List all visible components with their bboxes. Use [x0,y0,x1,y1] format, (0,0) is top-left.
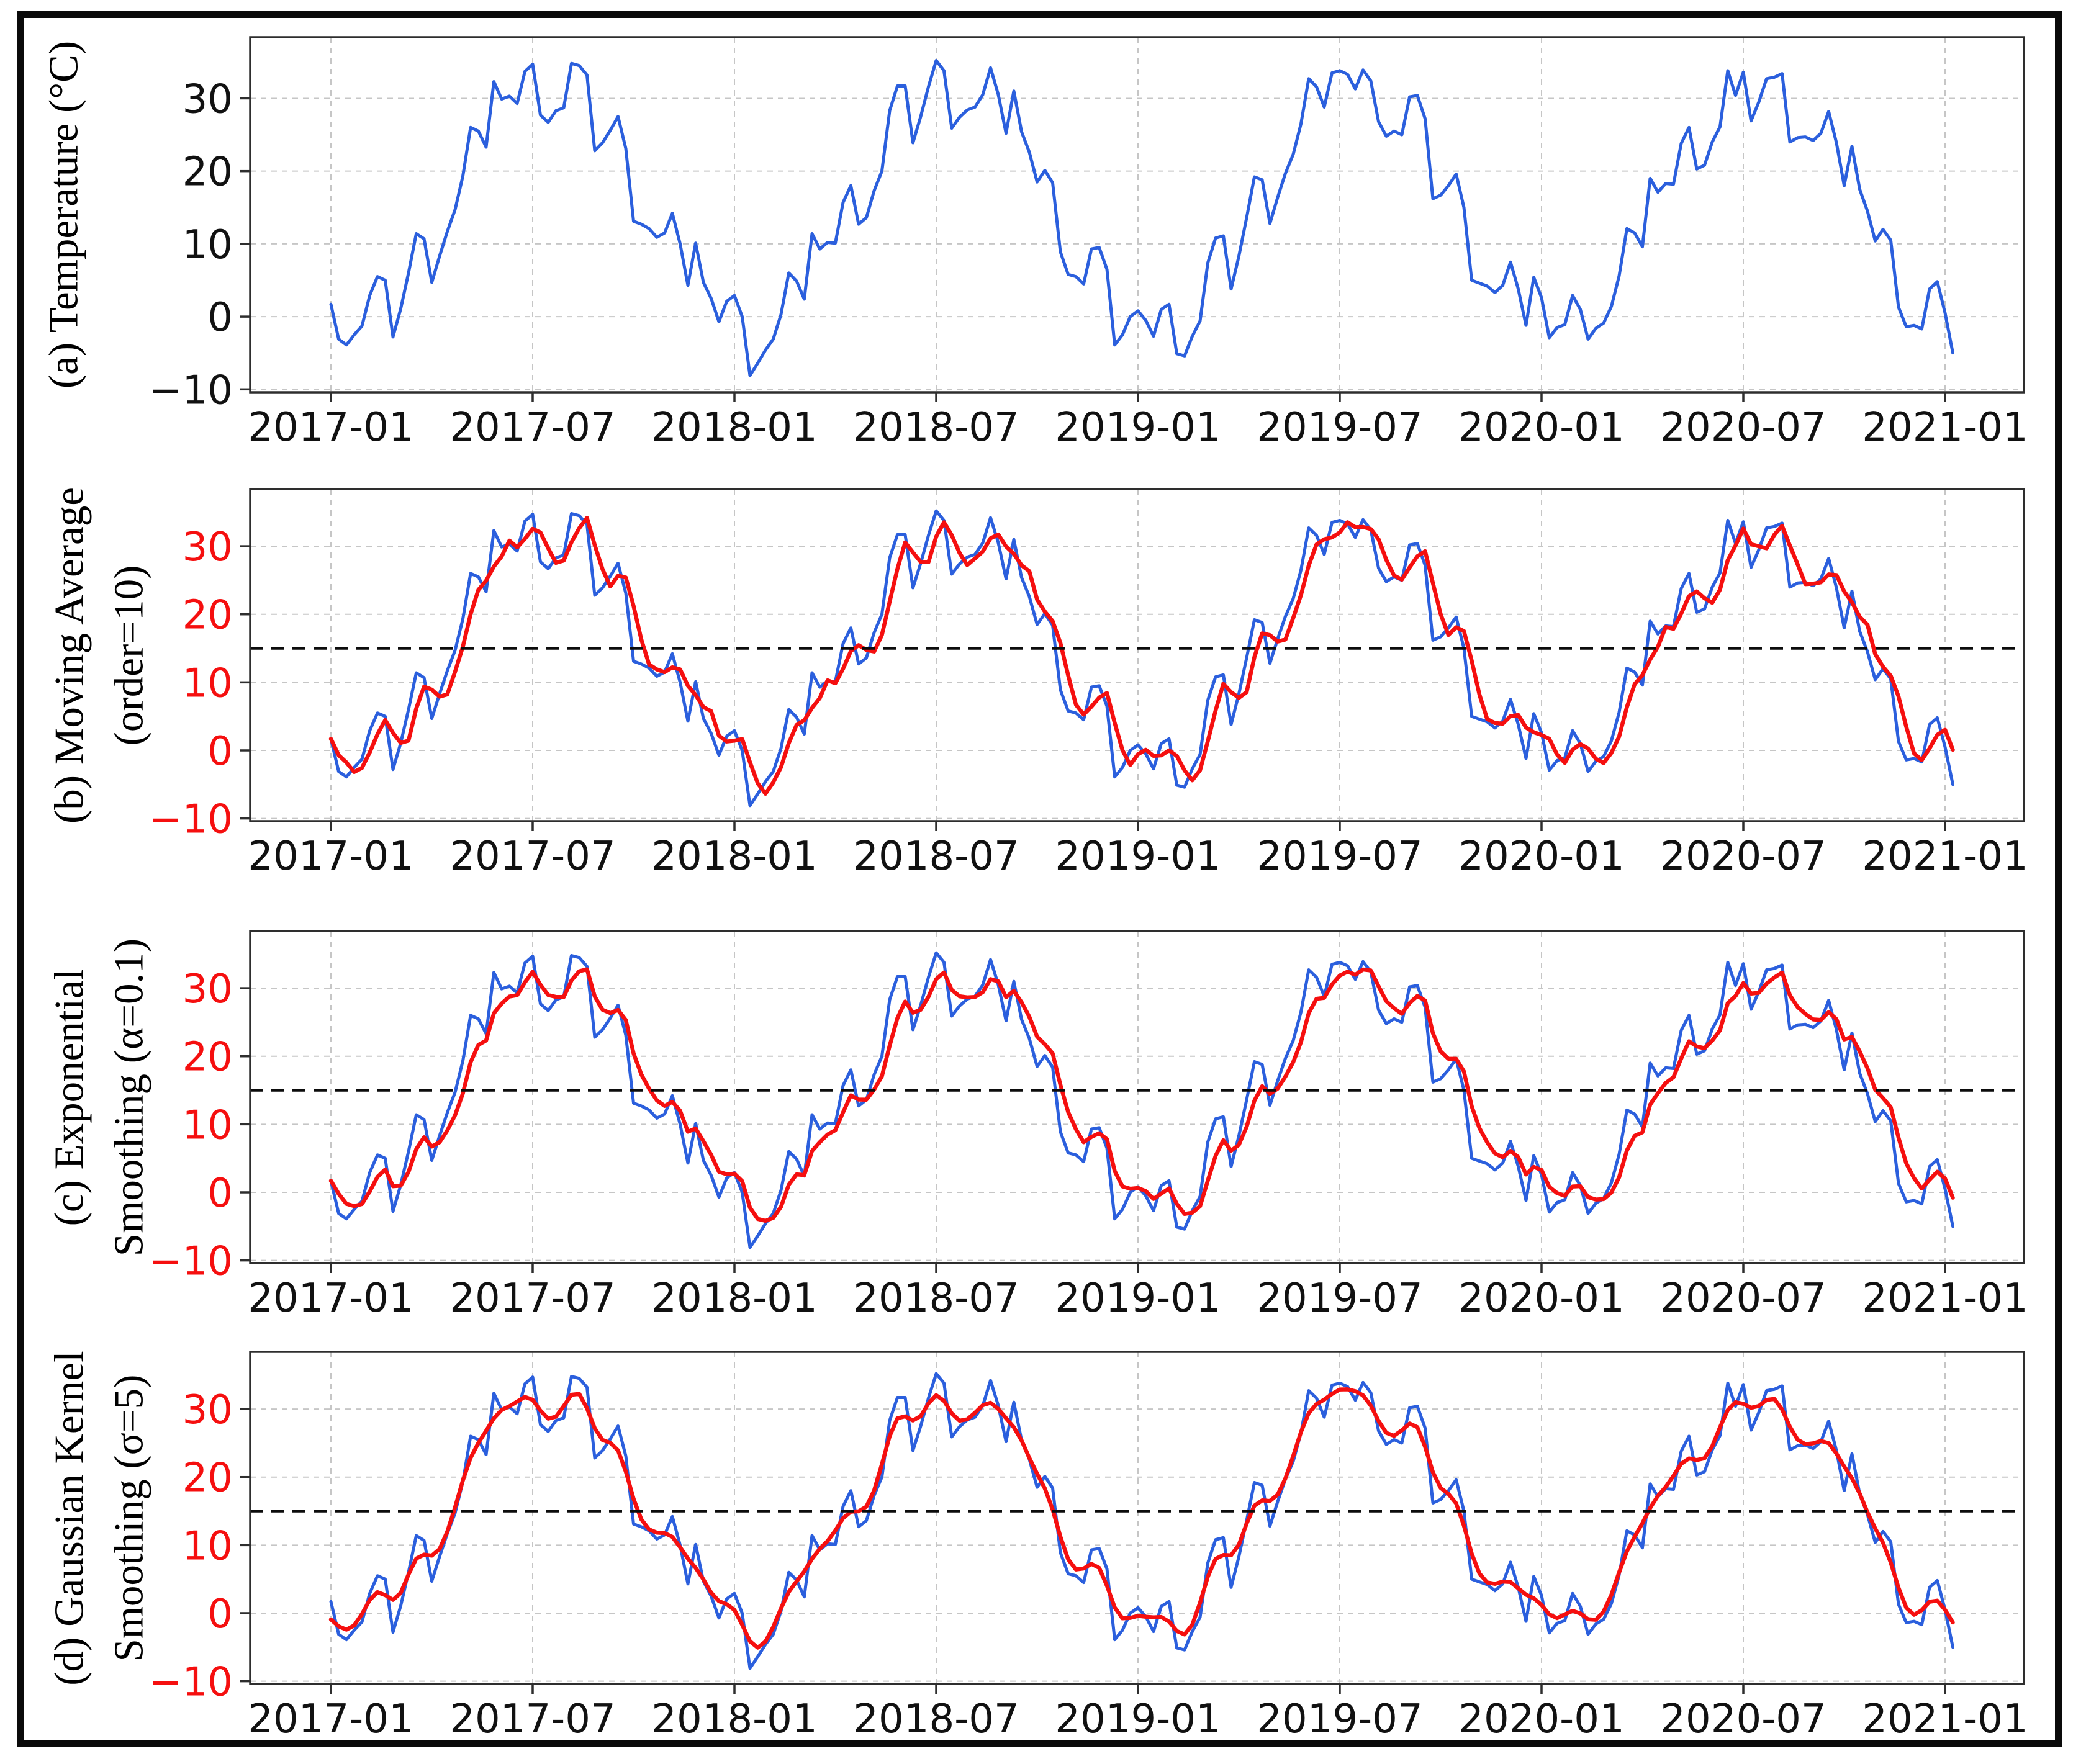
x-tick-label: 2019-01 [1055,405,1221,451]
panel-b-ylabel-line1: (b) Moving Average [46,487,93,824]
panel-c-ylabel-line2: Smoothing (α=0.1) [106,938,152,1257]
y-tick-label: 20 [183,150,233,196]
x-tick-label: 2021-01 [1862,1276,2028,1321]
x-tick-label: 2018-01 [651,405,817,451]
panel-d-ylabel-line1: (d) Gaussian Kernel [46,1351,93,1686]
x-tick-label: 2018-01 [651,1276,817,1321]
x-tick-label: 2021-01 [1862,834,2028,880]
x-tick-label: 2019-07 [1257,1696,1422,1742]
x-tick-label: 2019-07 [1257,834,1422,880]
y-tick-label: 20 [183,593,233,639]
x-tick-label: 2017-07 [449,405,615,451]
y-tick-label: 10 [183,222,233,268]
y-tick-label: 10 [183,1523,233,1569]
panel-c-plot: 2017-01 2017-07 2018-01 2018-07 2019-01 2019-… [149,930,2028,1321]
panel-b-ylabel-line2: (order=10) [106,565,152,746]
x-tick-label: 2020-01 [1458,1696,1624,1742]
plot-frame [249,488,2025,822]
raw-series-line [329,1372,1954,1670]
x-tick-label: 2021-01 [1862,1696,2028,1742]
x-tick-label: 2017-07 [449,834,615,880]
x-tick-label: 2019-07 [1257,405,1422,451]
x-tick-label: 2017-01 [248,1696,413,1742]
x-tick-label: 2021-01 [1862,405,2028,451]
raw-series-line [329,951,1954,1249]
y-tick-label: −10 [149,1239,233,1285]
x-tick-label: 2020-01 [1458,405,1624,451]
x-tick-label: 2018-07 [853,834,1019,880]
panel-d-ylabel-line2: Smoothing (σ=5) [106,1374,152,1662]
y-tick-label: 30 [183,966,233,1012]
x-tick-label: 2018-01 [651,1696,817,1742]
x-tick-label: 2018-07 [853,1276,1019,1321]
y-tick-label: −10 [149,797,233,843]
x-tick-label: 2018-07 [853,405,1019,451]
x-tick-label: 2018-01 [651,834,817,880]
y-tick-label: 30 [183,524,233,570]
x-tick-label: 2020-07 [1660,1276,1826,1321]
panel-a-plot: 2017-01 2017-07 2018-01 2018-07 2019-01 2019-… [149,36,2028,451]
panel-b-plot: 2017-01 2017-07 2018-01 2018-07 2019-01 2019-… [149,488,2028,880]
figure-border [17,11,2062,1747]
raw-series-line [329,509,1954,808]
y-tick-label: 10 [183,660,233,706]
y-tick-label: 30 [183,76,233,122]
smoothed-series-line [328,516,1955,796]
y-tick-label: −10 [149,367,233,413]
x-tick-label: 2017-01 [248,1276,413,1321]
panel-c-ylabel-line1: (c) Exponential [46,968,93,1226]
y-tick-label: −10 [149,1660,233,1706]
x-tick-label: 2017-07 [449,1276,615,1321]
x-tick-label: 2018-07 [853,1696,1019,1742]
panel-a-ylabel: (a) Temperature (°C) [40,40,87,389]
y-tick-label: 0 [207,295,233,341]
x-tick-label: 2019-07 [1257,1276,1422,1321]
x-tick-label: 2019-01 [1055,1276,1221,1321]
x-tick-label: 2020-01 [1458,1276,1624,1321]
x-tick-label: 2020-07 [1660,834,1826,880]
x-tick-label: 2017-07 [449,1696,615,1742]
y-tick-label: 20 [183,1035,233,1081]
y-tick-label: 20 [183,1456,233,1501]
panel-d-plot: 2017-01 2017-07 2018-01 2018-07 2019-01 2019-… [149,1351,2028,1742]
y-tick-label: 30 [183,1387,233,1433]
smoothed-series-line [328,967,1955,1223]
y-tick-label: 0 [207,729,233,775]
x-tick-label: 2017-01 [248,834,413,880]
plot-frame [249,36,2025,394]
smoothed-series-line [328,1387,1955,1650]
x-tick-label: 2020-01 [1458,834,1624,880]
x-tick-label: 2019-01 [1055,834,1221,880]
x-tick-label: 2020-07 [1660,1696,1826,1742]
y-tick-label: 0 [207,1591,233,1637]
plot-frame [249,930,2025,1264]
x-tick-label: 2020-07 [1660,405,1826,451]
x-tick-label: 2019-01 [1055,1696,1221,1742]
raw-series-line [329,59,1954,377]
y-tick-label: 10 [183,1102,233,1148]
x-tick-label: 2017-01 [248,405,413,451]
y-tick-label: 0 [207,1171,233,1217]
